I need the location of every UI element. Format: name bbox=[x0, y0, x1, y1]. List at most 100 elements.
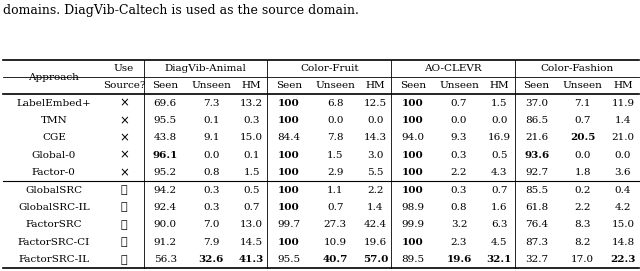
Text: 2.9: 2.9 bbox=[327, 168, 344, 177]
Text: 0.0: 0.0 bbox=[451, 116, 467, 125]
Text: 100: 100 bbox=[402, 186, 424, 195]
Text: 0.7: 0.7 bbox=[575, 116, 591, 125]
Text: 14.5: 14.5 bbox=[240, 238, 263, 247]
Text: FactorSRC: FactorSRC bbox=[26, 220, 82, 229]
Text: 0.8: 0.8 bbox=[203, 168, 220, 177]
Text: 0.7: 0.7 bbox=[451, 99, 467, 108]
Text: 8.2: 8.2 bbox=[575, 238, 591, 247]
Text: 10.9: 10.9 bbox=[324, 238, 347, 247]
Text: 89.5: 89.5 bbox=[401, 255, 424, 264]
Text: 9.3: 9.3 bbox=[451, 133, 467, 142]
Text: 27.3: 27.3 bbox=[324, 220, 347, 229]
Text: 0.0: 0.0 bbox=[491, 116, 508, 125]
Text: 22.3: 22.3 bbox=[611, 255, 636, 264]
Text: 5.5: 5.5 bbox=[367, 168, 383, 177]
Text: 21.6: 21.6 bbox=[525, 133, 548, 142]
Text: 1.6: 1.6 bbox=[491, 203, 508, 212]
Text: Source?: Source? bbox=[103, 81, 145, 90]
Text: Color-Fashion: Color-Fashion bbox=[540, 64, 614, 73]
Text: $\times$: $\times$ bbox=[119, 166, 129, 179]
Text: 90.0: 90.0 bbox=[154, 220, 177, 229]
Text: 8.3: 8.3 bbox=[575, 220, 591, 229]
Text: Factor-0: Factor-0 bbox=[32, 168, 76, 177]
Text: 100: 100 bbox=[402, 151, 424, 160]
Text: 7.3: 7.3 bbox=[203, 99, 220, 108]
Text: 17.0: 17.0 bbox=[572, 255, 595, 264]
Text: 0.0: 0.0 bbox=[614, 151, 631, 160]
Text: 1.8: 1.8 bbox=[575, 168, 591, 177]
Text: 1.5: 1.5 bbox=[243, 168, 260, 177]
Text: 6.8: 6.8 bbox=[327, 99, 344, 108]
Text: GlobalSRC-IL: GlobalSRC-IL bbox=[18, 203, 90, 212]
Text: 14.8: 14.8 bbox=[611, 238, 634, 247]
Text: 0.5: 0.5 bbox=[491, 151, 508, 160]
Text: TMN: TMN bbox=[40, 116, 67, 125]
Text: $\times$: $\times$ bbox=[119, 114, 129, 127]
Text: 2.2: 2.2 bbox=[575, 203, 591, 212]
Text: 0.3: 0.3 bbox=[203, 186, 220, 195]
Text: 1.4: 1.4 bbox=[614, 116, 631, 125]
Text: FactorSRC-CI: FactorSRC-CI bbox=[18, 238, 90, 247]
Text: LabelEmbed+: LabelEmbed+ bbox=[17, 99, 92, 108]
Text: 93.6: 93.6 bbox=[524, 151, 549, 160]
Text: 100: 100 bbox=[278, 116, 300, 125]
Text: 16.9: 16.9 bbox=[488, 133, 511, 142]
Text: 95.5: 95.5 bbox=[278, 255, 301, 264]
Text: 2.3: 2.3 bbox=[451, 238, 467, 247]
Text: ✓: ✓ bbox=[121, 237, 127, 247]
Text: 100: 100 bbox=[402, 99, 424, 108]
Text: FactorSRC-IL: FactorSRC-IL bbox=[19, 255, 90, 264]
Text: 7.1: 7.1 bbox=[575, 99, 591, 108]
Text: 32.1: 32.1 bbox=[486, 255, 512, 264]
Text: 100: 100 bbox=[402, 168, 424, 177]
Text: 84.4: 84.4 bbox=[278, 133, 301, 142]
Text: 0.7: 0.7 bbox=[327, 203, 344, 212]
Text: 2.2: 2.2 bbox=[367, 186, 383, 195]
Text: 7.8: 7.8 bbox=[327, 133, 344, 142]
Text: 0.0: 0.0 bbox=[203, 151, 220, 160]
Text: 4.3: 4.3 bbox=[491, 168, 508, 177]
Text: 0.7: 0.7 bbox=[243, 203, 260, 212]
Text: 100: 100 bbox=[278, 203, 300, 212]
Text: domains. DiagVib-Caltech is used as the source domain.: domains. DiagVib-Caltech is used as the … bbox=[3, 4, 359, 17]
Text: 0.4: 0.4 bbox=[614, 186, 631, 195]
Text: ✓: ✓ bbox=[121, 220, 127, 230]
Text: 20.5: 20.5 bbox=[570, 133, 595, 142]
Text: 0.3: 0.3 bbox=[451, 151, 467, 160]
Text: 56.3: 56.3 bbox=[154, 255, 177, 264]
Text: Seen: Seen bbox=[276, 81, 302, 90]
Text: 0.3: 0.3 bbox=[203, 203, 220, 212]
Text: 13.2: 13.2 bbox=[240, 99, 263, 108]
Text: 11.9: 11.9 bbox=[611, 99, 634, 108]
Text: Color-Fruit: Color-Fruit bbox=[300, 64, 358, 73]
Text: 92.4: 92.4 bbox=[154, 203, 177, 212]
Text: ✓: ✓ bbox=[121, 185, 127, 195]
Text: 43.8: 43.8 bbox=[154, 133, 177, 142]
Text: HM: HM bbox=[490, 81, 509, 90]
Text: 3.6: 3.6 bbox=[614, 168, 631, 177]
Text: 21.0: 21.0 bbox=[611, 133, 634, 142]
Text: 94.2: 94.2 bbox=[154, 186, 177, 195]
Text: 42.4: 42.4 bbox=[364, 220, 387, 229]
Text: 19.6: 19.6 bbox=[446, 255, 472, 264]
Text: 95.5: 95.5 bbox=[154, 116, 177, 125]
Text: 4.5: 4.5 bbox=[491, 238, 508, 247]
Text: 100: 100 bbox=[278, 99, 300, 108]
Text: 87.3: 87.3 bbox=[525, 238, 548, 247]
Text: 0.0: 0.0 bbox=[367, 116, 383, 125]
Text: 9.1: 9.1 bbox=[203, 133, 220, 142]
Text: 7.9: 7.9 bbox=[203, 238, 220, 247]
Text: 0.1: 0.1 bbox=[243, 151, 260, 160]
Text: 1.4: 1.4 bbox=[367, 203, 383, 212]
Text: Unseen: Unseen bbox=[191, 81, 231, 90]
Text: 100: 100 bbox=[278, 151, 300, 160]
Text: 12.5: 12.5 bbox=[364, 99, 387, 108]
Text: 100: 100 bbox=[278, 168, 300, 177]
Text: 0.0: 0.0 bbox=[327, 116, 344, 125]
Text: Seen: Seen bbox=[400, 81, 426, 90]
Text: HM: HM bbox=[613, 81, 633, 90]
Text: GlobalSRC: GlobalSRC bbox=[26, 186, 83, 195]
Text: 0.8: 0.8 bbox=[451, 203, 467, 212]
Text: 0.7: 0.7 bbox=[491, 186, 508, 195]
Text: 2.2: 2.2 bbox=[451, 168, 467, 177]
